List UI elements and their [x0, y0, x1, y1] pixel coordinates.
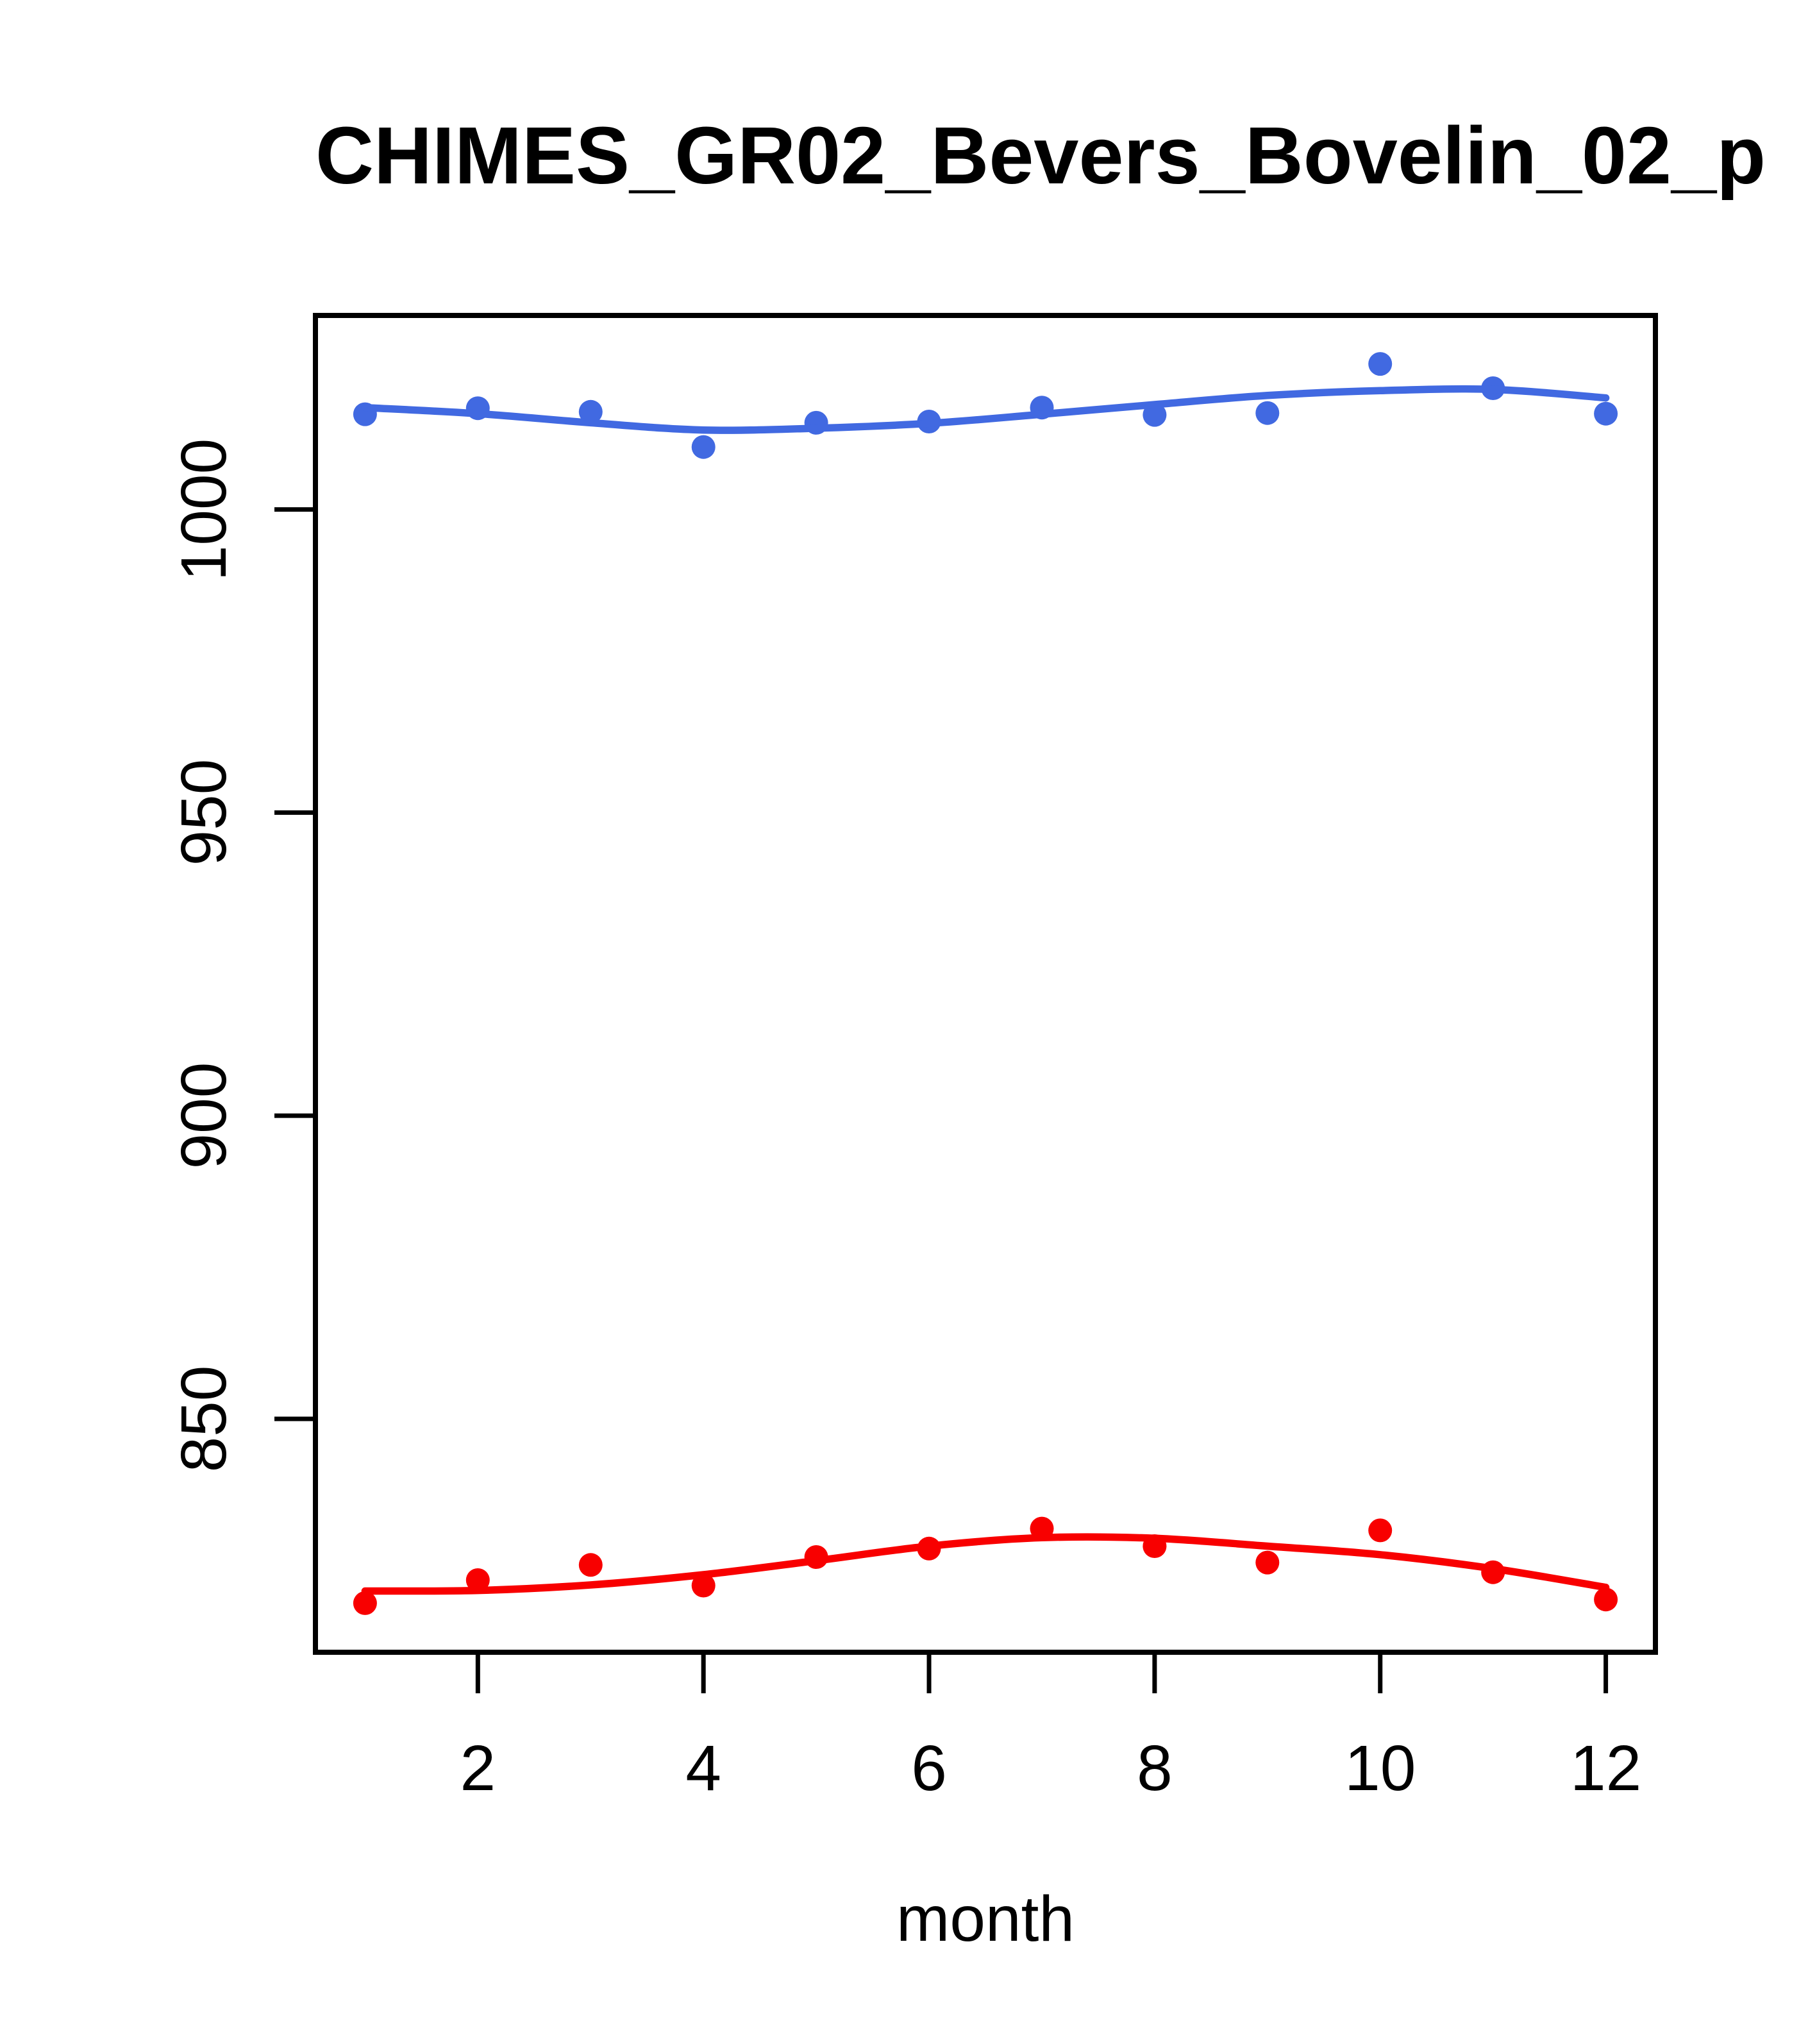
data-point-lower-red-series [1255, 1550, 1280, 1575]
data-point-upper-blue-series [578, 399, 603, 424]
data-point-lower-red-series [465, 1568, 490, 1592]
chart-title: CHIMES_GR02_Bevers_Bovelin_02_p [315, 110, 1766, 201]
smooth-line-upper-blue-series [361, 385, 1610, 434]
data-point-lower-red-series [1368, 1518, 1393, 1543]
y-tick-label: 950 [168, 758, 240, 866]
data-point-upper-blue-series [1143, 403, 1167, 427]
smooth-line-lower-red-series [361, 1533, 1610, 1595]
data-point-lower-red-series [691, 1573, 716, 1598]
x-tick-label: 10 [1344, 1732, 1416, 1804]
x-tick-label: 4 [685, 1732, 721, 1804]
plot-box [313, 313, 1658, 1655]
data-point-lower-red-series [578, 1553, 603, 1577]
data-point-upper-blue-series [1368, 352, 1393, 376]
data-point-upper-blue-series [1594, 401, 1618, 426]
x-tick-label: 6 [911, 1732, 947, 1804]
x-axis-label: month [896, 1883, 1075, 1955]
data-point-lower-red-series [353, 1591, 377, 1615]
x-tick-label: 12 [1570, 1732, 1642, 1804]
y-tick-label: 1000 [168, 438, 240, 581]
x-tick-label: 8 [1137, 1732, 1173, 1804]
y-tick-label: 850 [168, 1365, 240, 1473]
data-point-upper-blue-series [1255, 401, 1280, 425]
y-tick-label: 900 [168, 1062, 240, 1169]
data-point-lower-red-series [1594, 1587, 1618, 1612]
data-point-upper-blue-series [691, 435, 716, 459]
x-tick-label: 2 [460, 1732, 496, 1804]
